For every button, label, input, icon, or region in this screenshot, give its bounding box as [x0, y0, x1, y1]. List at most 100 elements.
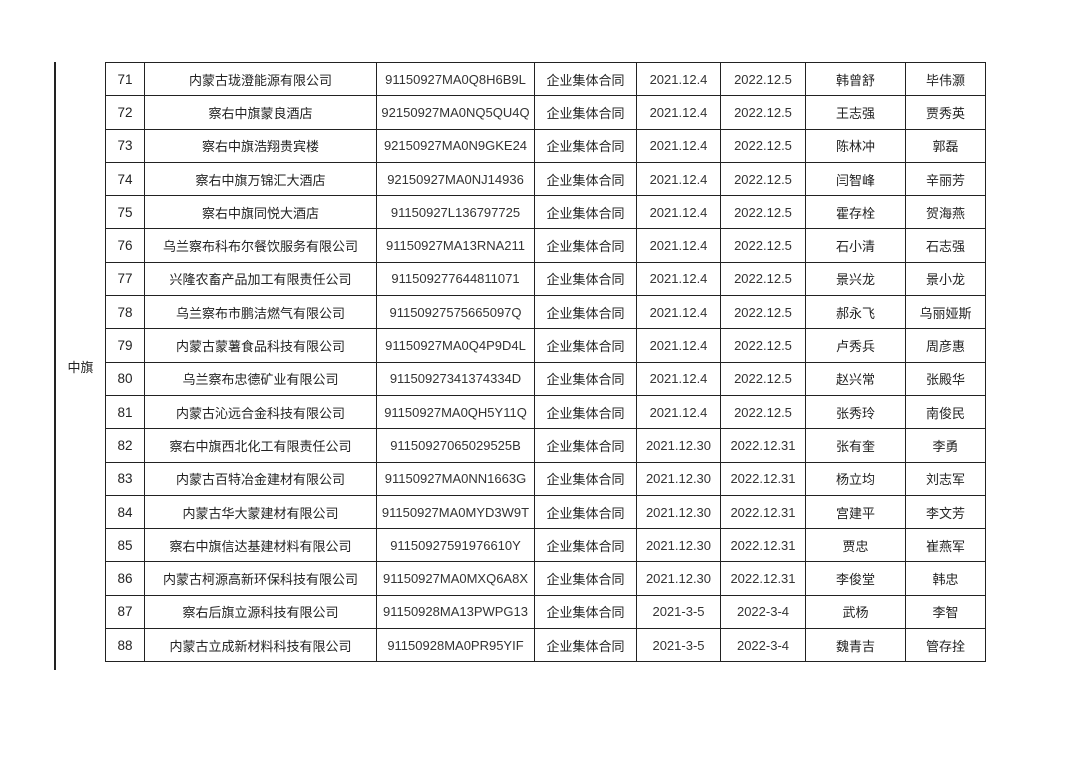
- representative-2-cell: 乌丽娅斯: [905, 295, 986, 330]
- table-row: 78 乌兰察布市鹏洁燃气有限公司 91150927575665097Q 企业集体合同 2…: [105, 295, 986, 330]
- company-name-cell: 察右中旗西北化工有限责任公司: [144, 428, 377, 463]
- company-name-cell: 察右中旗同悦大酒店: [144, 195, 377, 230]
- start-date-cell: 2021.12.30: [636, 494, 721, 530]
- representative-1-cell: 陈林冲: [805, 128, 906, 163]
- credit-code-cell: 91150927341374334D: [376, 361, 535, 396]
- company-name-cell: 内蒙古华大蒙建材有限公司: [144, 494, 377, 530]
- representative-1-cell: 张有奎: [805, 428, 906, 463]
- row-number-cell: 71: [105, 61, 145, 97]
- start-date-cell: 2021.12.4: [636, 328, 721, 363]
- credit-code-cell: 92150927MA0N9GKE24: [376, 128, 535, 163]
- row-number-cell: 76: [105, 228, 145, 263]
- end-date-cell: 2022.12.31: [720, 561, 806, 596]
- start-date-cell: 2021-3-5: [636, 594, 721, 630]
- contract-type-cell: 企业集体合同: [534, 628, 637, 663]
- start-date-cell: 2021.12.4: [636, 161, 721, 197]
- representative-1-cell: 卢秀兵: [805, 328, 906, 363]
- row-number-cell: 87: [105, 594, 145, 630]
- representative-1-cell: 武杨: [805, 594, 906, 630]
- contract-type-cell: 企业集体合同: [534, 528, 637, 563]
- representative-1-cell: 郝永飞: [805, 295, 906, 330]
- representative-1-cell: 张秀玲: [805, 394, 906, 430]
- company-name-cell: 察右中旗万锦汇大酒店: [144, 161, 377, 197]
- representative-2-cell: 周彦惠: [905, 328, 986, 363]
- company-name-cell: 乌兰察布科布尔餐饮服务有限公司: [144, 228, 377, 263]
- row-number-cell: 84: [105, 494, 145, 530]
- end-date-cell: 2022.12.5: [720, 361, 806, 396]
- end-date-cell: 2022.12.5: [720, 228, 806, 263]
- end-date-cell: 2022.12.31: [720, 494, 806, 530]
- start-date-cell: 2021.12.30: [636, 561, 721, 596]
- region-border-line: [54, 62, 56, 670]
- table-row: 79 内蒙古蒙薯食品科技有限公司 91150927MA0Q4P9D4L 企业集体合同 2…: [105, 328, 986, 363]
- row-number-cell: 80: [105, 361, 145, 396]
- end-date-cell: 2022-3-4: [720, 628, 806, 663]
- company-name-cell: 内蒙古蒙薯食品科技有限公司: [144, 328, 377, 363]
- row-number-cell: 86: [105, 561, 145, 596]
- table-row: 81 内蒙古沁远合金科技有限公司 91150927MA0QH5Y11Q 企业集体合同 2…: [105, 394, 986, 430]
- contract-type-cell: 企业集体合同: [534, 328, 637, 363]
- representative-2-cell: 韩忠: [905, 561, 986, 596]
- representative-2-cell: 李智: [905, 594, 986, 630]
- end-date-cell: 2022.12.31: [720, 428, 806, 463]
- table-row: 88 内蒙古立成新材料科技有限公司 91150928MA0PR95YIF 企业集体合同…: [105, 628, 986, 663]
- row-number-cell: 79: [105, 328, 145, 363]
- representative-1-cell: 韩曾舒: [805, 61, 906, 97]
- table-row: 73 察右中旗浩翔贵宾楼 92150927MA0N9GKE24 企业集体合同 2021.…: [105, 128, 986, 163]
- representative-1-cell: 景兴龙: [805, 261, 906, 297]
- contract-type-cell: 企业集体合同: [534, 494, 637, 530]
- representative-1-cell: 王志强: [805, 95, 906, 130]
- representative-1-cell: 魏青吉: [805, 628, 906, 663]
- start-date-cell: 2021-3-5: [636, 628, 721, 663]
- representative-1-cell: 杨立均: [805, 461, 906, 496]
- start-date-cell: 2021.12.4: [636, 295, 721, 330]
- company-name-cell: 内蒙古柯源高新环保科技有限公司: [144, 561, 377, 596]
- contract-type-cell: 企业集体合同: [534, 228, 637, 263]
- company-name-cell: 察右后旗立源科技有限公司: [144, 594, 377, 630]
- representative-2-cell: 李勇: [905, 428, 986, 463]
- credit-code-cell: 91150927MA0MXQ6A8X: [376, 561, 535, 596]
- contract-type-cell: 企业集体合同: [534, 61, 637, 97]
- row-number-cell: 74: [105, 161, 145, 197]
- table-row: 86 内蒙古柯源高新环保科技有限公司 91150927MA0MXQ6A8X 企业集体合…: [105, 561, 986, 596]
- end-date-cell: 2022.12.31: [720, 461, 806, 496]
- contract-type-cell: 企业集体合同: [534, 95, 637, 130]
- end-date-cell: 2022.12.5: [720, 261, 806, 297]
- credit-code-cell: 92150927MA0NJ14936: [376, 161, 535, 197]
- start-date-cell: 2021.12.30: [636, 428, 721, 463]
- row-number-cell: 88: [105, 628, 145, 663]
- credit-code-cell: 91150927MA0Q4P9D4L: [376, 328, 535, 363]
- start-date-cell: 2021.12.4: [636, 394, 721, 430]
- credit-code-cell: 91150927MA0QH5Y11Q: [376, 394, 535, 430]
- start-date-cell: 2021.12.4: [636, 195, 721, 230]
- table-row: 84 内蒙古华大蒙建材有限公司 91150927MA0MYD3W9T 企业集体合同 20…: [105, 494, 986, 530]
- representative-1-cell: 贾忠: [805, 528, 906, 563]
- company-name-cell: 内蒙古沁远合金科技有限公司: [144, 394, 377, 430]
- start-date-cell: 2021.12.4: [636, 361, 721, 396]
- row-number-cell: 78: [105, 295, 145, 330]
- end-date-cell: 2022.12.5: [720, 161, 806, 197]
- start-date-cell: 2021.12.4: [636, 95, 721, 130]
- table-row: 77 兴隆农畜产品加工有限责任公司 911509277644811071 企业集体合同…: [105, 261, 986, 297]
- contract-type-cell: 企业集体合同: [534, 461, 637, 496]
- row-number-cell: 82: [105, 428, 145, 463]
- company-name-cell: 察右中旗蒙良酒店: [144, 95, 377, 130]
- table-row: 76 乌兰察布科布尔餐饮服务有限公司 91150927MA13RNA211 企业集体合…: [105, 228, 986, 263]
- company-name-cell: 乌兰察布市鹏洁燃气有限公司: [144, 295, 377, 330]
- credit-code-cell: 91150928MA0PR95YIF: [376, 628, 535, 663]
- end-date-cell: 2022-3-4: [720, 594, 806, 630]
- row-number-cell: 75: [105, 195, 145, 230]
- company-name-cell: 内蒙古珑澄能源有限公司: [144, 61, 377, 97]
- end-date-cell: 2022.12.5: [720, 195, 806, 230]
- row-number-cell: 77: [105, 261, 145, 297]
- company-name-cell: 内蒙古立成新材料科技有限公司: [144, 628, 377, 663]
- start-date-cell: 2021.12.4: [636, 228, 721, 263]
- row-number-cell: 72: [105, 95, 145, 130]
- start-date-cell: 2021.12.4: [636, 128, 721, 163]
- table-row: 85 察右中旗信达基建材料有限公司 91150927591976610Y 企业集体合同…: [105, 528, 986, 563]
- representative-1-cell: 赵兴常: [805, 361, 906, 396]
- credit-code-cell: 91150927591976610Y: [376, 528, 535, 563]
- credit-code-cell: 91150927MA13RNA211: [376, 228, 535, 263]
- representative-2-cell: 南俊民: [905, 394, 986, 430]
- end-date-cell: 2022.12.5: [720, 128, 806, 163]
